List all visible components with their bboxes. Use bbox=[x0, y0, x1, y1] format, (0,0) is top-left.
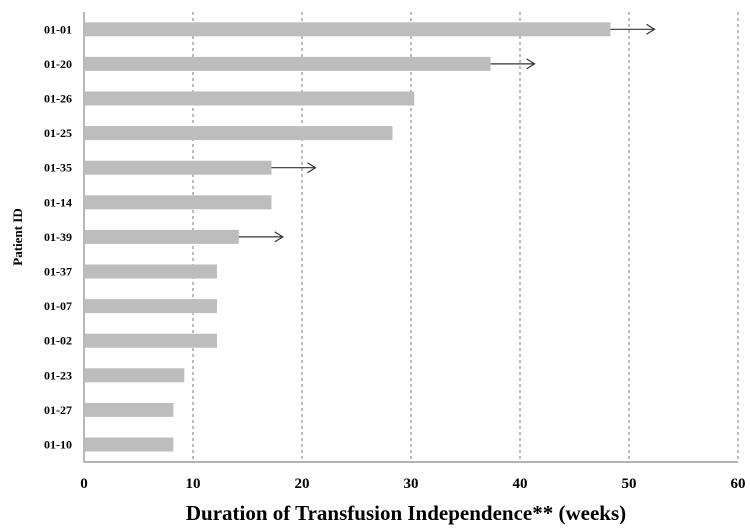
bar-01-10 bbox=[85, 437, 174, 452]
x-tick-label: 40 bbox=[513, 476, 528, 492]
bar-01-27 bbox=[85, 402, 174, 417]
bar-01-14 bbox=[85, 195, 272, 210]
grid-lines bbox=[192, 12, 739, 462]
bar-01-07 bbox=[85, 299, 217, 314]
category-labels: 01-01 01-20 01-26 01-25 01-35 01-14 01-39 01-37… bbox=[44, 22, 72, 451]
ongoing-arrow-01-39 bbox=[238, 231, 284, 243]
axes bbox=[83, 12, 738, 463]
category-label: 01-27 bbox=[44, 403, 72, 417]
bars bbox=[85, 22, 611, 452]
category-label: 01-14 bbox=[44, 195, 72, 209]
x-tick-labels: 0 10 20 30 40 50 60 bbox=[80, 476, 745, 492]
bar-01-20 bbox=[85, 56, 491, 71]
x-tick-label: 30 bbox=[404, 476, 419, 492]
bar-01-02 bbox=[85, 333, 217, 348]
bar-01-25 bbox=[85, 126, 393, 141]
category-label: 01-23 bbox=[44, 368, 72, 382]
bar-01-01 bbox=[85, 22, 611, 37]
bar-01-39 bbox=[85, 229, 239, 244]
category-label: 01-10 bbox=[44, 438, 72, 452]
bar-01-37 bbox=[85, 264, 217, 279]
y-axis-title: Patient ID bbox=[10, 208, 25, 265]
ongoing-arrow-01-35 bbox=[271, 162, 317, 174]
x-tick-label: 50 bbox=[622, 476, 637, 492]
category-label: 01-39 bbox=[44, 230, 72, 244]
x-axis-title: Duration of Transfusion Independence** (… bbox=[186, 501, 626, 525]
x-tick-label: 0 bbox=[80, 476, 88, 492]
category-label: 01-26 bbox=[44, 92, 72, 106]
x-tick-label: 10 bbox=[186, 476, 201, 492]
bar-01-35 bbox=[85, 160, 272, 175]
category-label: 01-02 bbox=[44, 334, 72, 348]
x-tick-label: 60 bbox=[731, 476, 746, 492]
ongoing-arrow-01-20 bbox=[490, 58, 536, 70]
ongoing-arrow-01-01 bbox=[610, 23, 656, 35]
category-label: 01-20 bbox=[44, 57, 72, 71]
category-label: 01-35 bbox=[44, 161, 72, 175]
category-label: 01-25 bbox=[44, 126, 72, 140]
category-label: 01-07 bbox=[44, 299, 72, 313]
bar-01-26 bbox=[85, 91, 415, 106]
bar-01-23 bbox=[85, 368, 185, 383]
category-label: 01-01 bbox=[44, 22, 72, 36]
x-tick-label: 20 bbox=[295, 476, 310, 492]
category-label: 01-37 bbox=[44, 265, 72, 279]
ongoing-arrows bbox=[238, 23, 656, 243]
